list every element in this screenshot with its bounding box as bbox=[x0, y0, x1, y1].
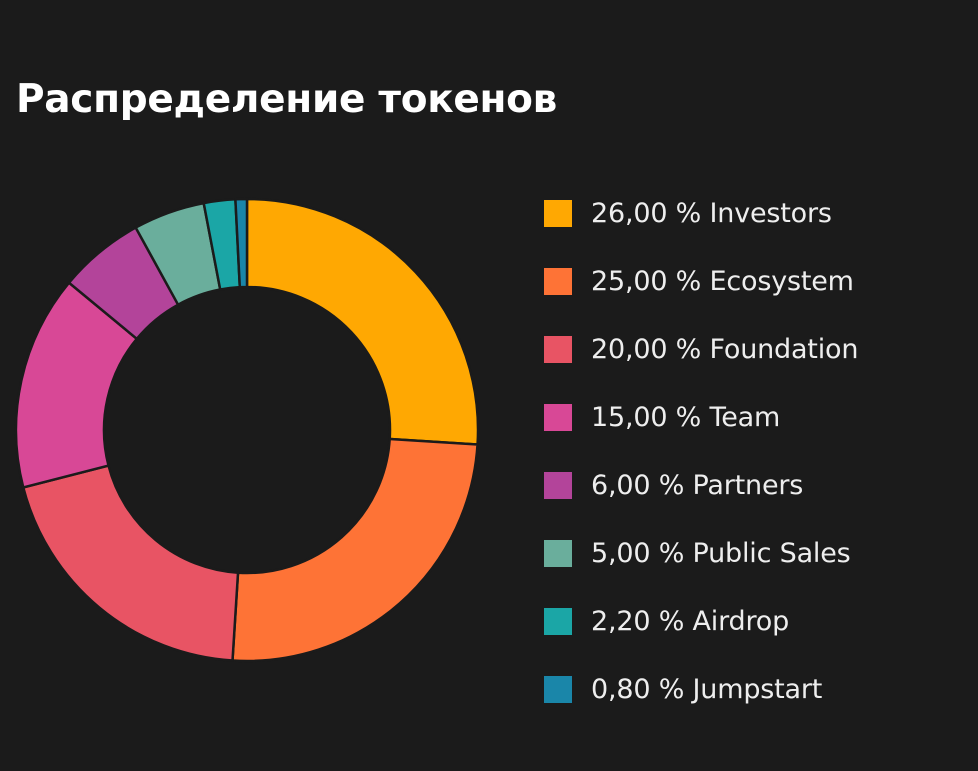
chart-legend: 26,00 % Investors 25,00 % Ecosystem 20,00 … bbox=[544, 190, 858, 734]
page-title: Распределение токенов bbox=[16, 77, 558, 122]
legend-swatch bbox=[544, 472, 572, 499]
token-distribution-donut-chart bbox=[14, 197, 480, 663]
legend-swatch bbox=[544, 200, 572, 227]
legend-item-investors[interactable]: 26,00 % Investors bbox=[544, 190, 858, 258]
legend-swatch bbox=[544, 608, 572, 635]
donut-slice-foundation[interactable] bbox=[21, 464, 240, 662]
legend-item-ecosystem[interactable]: 25,00 % Ecosystem bbox=[544, 258, 858, 326]
legend-label: 2,20 % Airdrop bbox=[591, 606, 790, 637]
legend-item-airdrop[interactable]: 2,20 % Airdrop bbox=[544, 598, 858, 666]
legend-swatch bbox=[544, 676, 572, 703]
legend-item-jumpstart[interactable]: 0,80 % Jumpstart bbox=[544, 666, 858, 734]
donut-slice-investors[interactable] bbox=[245, 197, 480, 446]
legend-label: 6,00 % Partners bbox=[591, 470, 804, 501]
donut-slice-ecosystem[interactable] bbox=[231, 437, 479, 663]
legend-label: 26,00 % Investors bbox=[591, 198, 832, 229]
legend-label: 15,00 % Team bbox=[591, 402, 781, 433]
legend-swatch bbox=[544, 268, 572, 295]
legend-item-foundation[interactable]: 20,00 % Foundation bbox=[544, 326, 858, 394]
legend-item-partners[interactable]: 6,00 % Partners bbox=[544, 462, 858, 530]
donut-slice-jumpstart[interactable] bbox=[234, 197, 249, 289]
legend-item-public-sales[interactable]: 5,00 % Public Sales bbox=[544, 530, 858, 598]
legend-swatch bbox=[544, 336, 572, 363]
legend-label: 25,00 % Ecosystem bbox=[591, 266, 854, 297]
legend-swatch bbox=[544, 404, 572, 431]
legend-label: 5,00 % Public Sales bbox=[591, 538, 851, 569]
legend-swatch bbox=[544, 540, 572, 567]
legend-label: 0,80 % Jumpstart bbox=[591, 674, 823, 705]
legend-item-team[interactable]: 15,00 % Team bbox=[544, 394, 858, 462]
legend-label: 20,00 % Foundation bbox=[591, 334, 859, 365]
